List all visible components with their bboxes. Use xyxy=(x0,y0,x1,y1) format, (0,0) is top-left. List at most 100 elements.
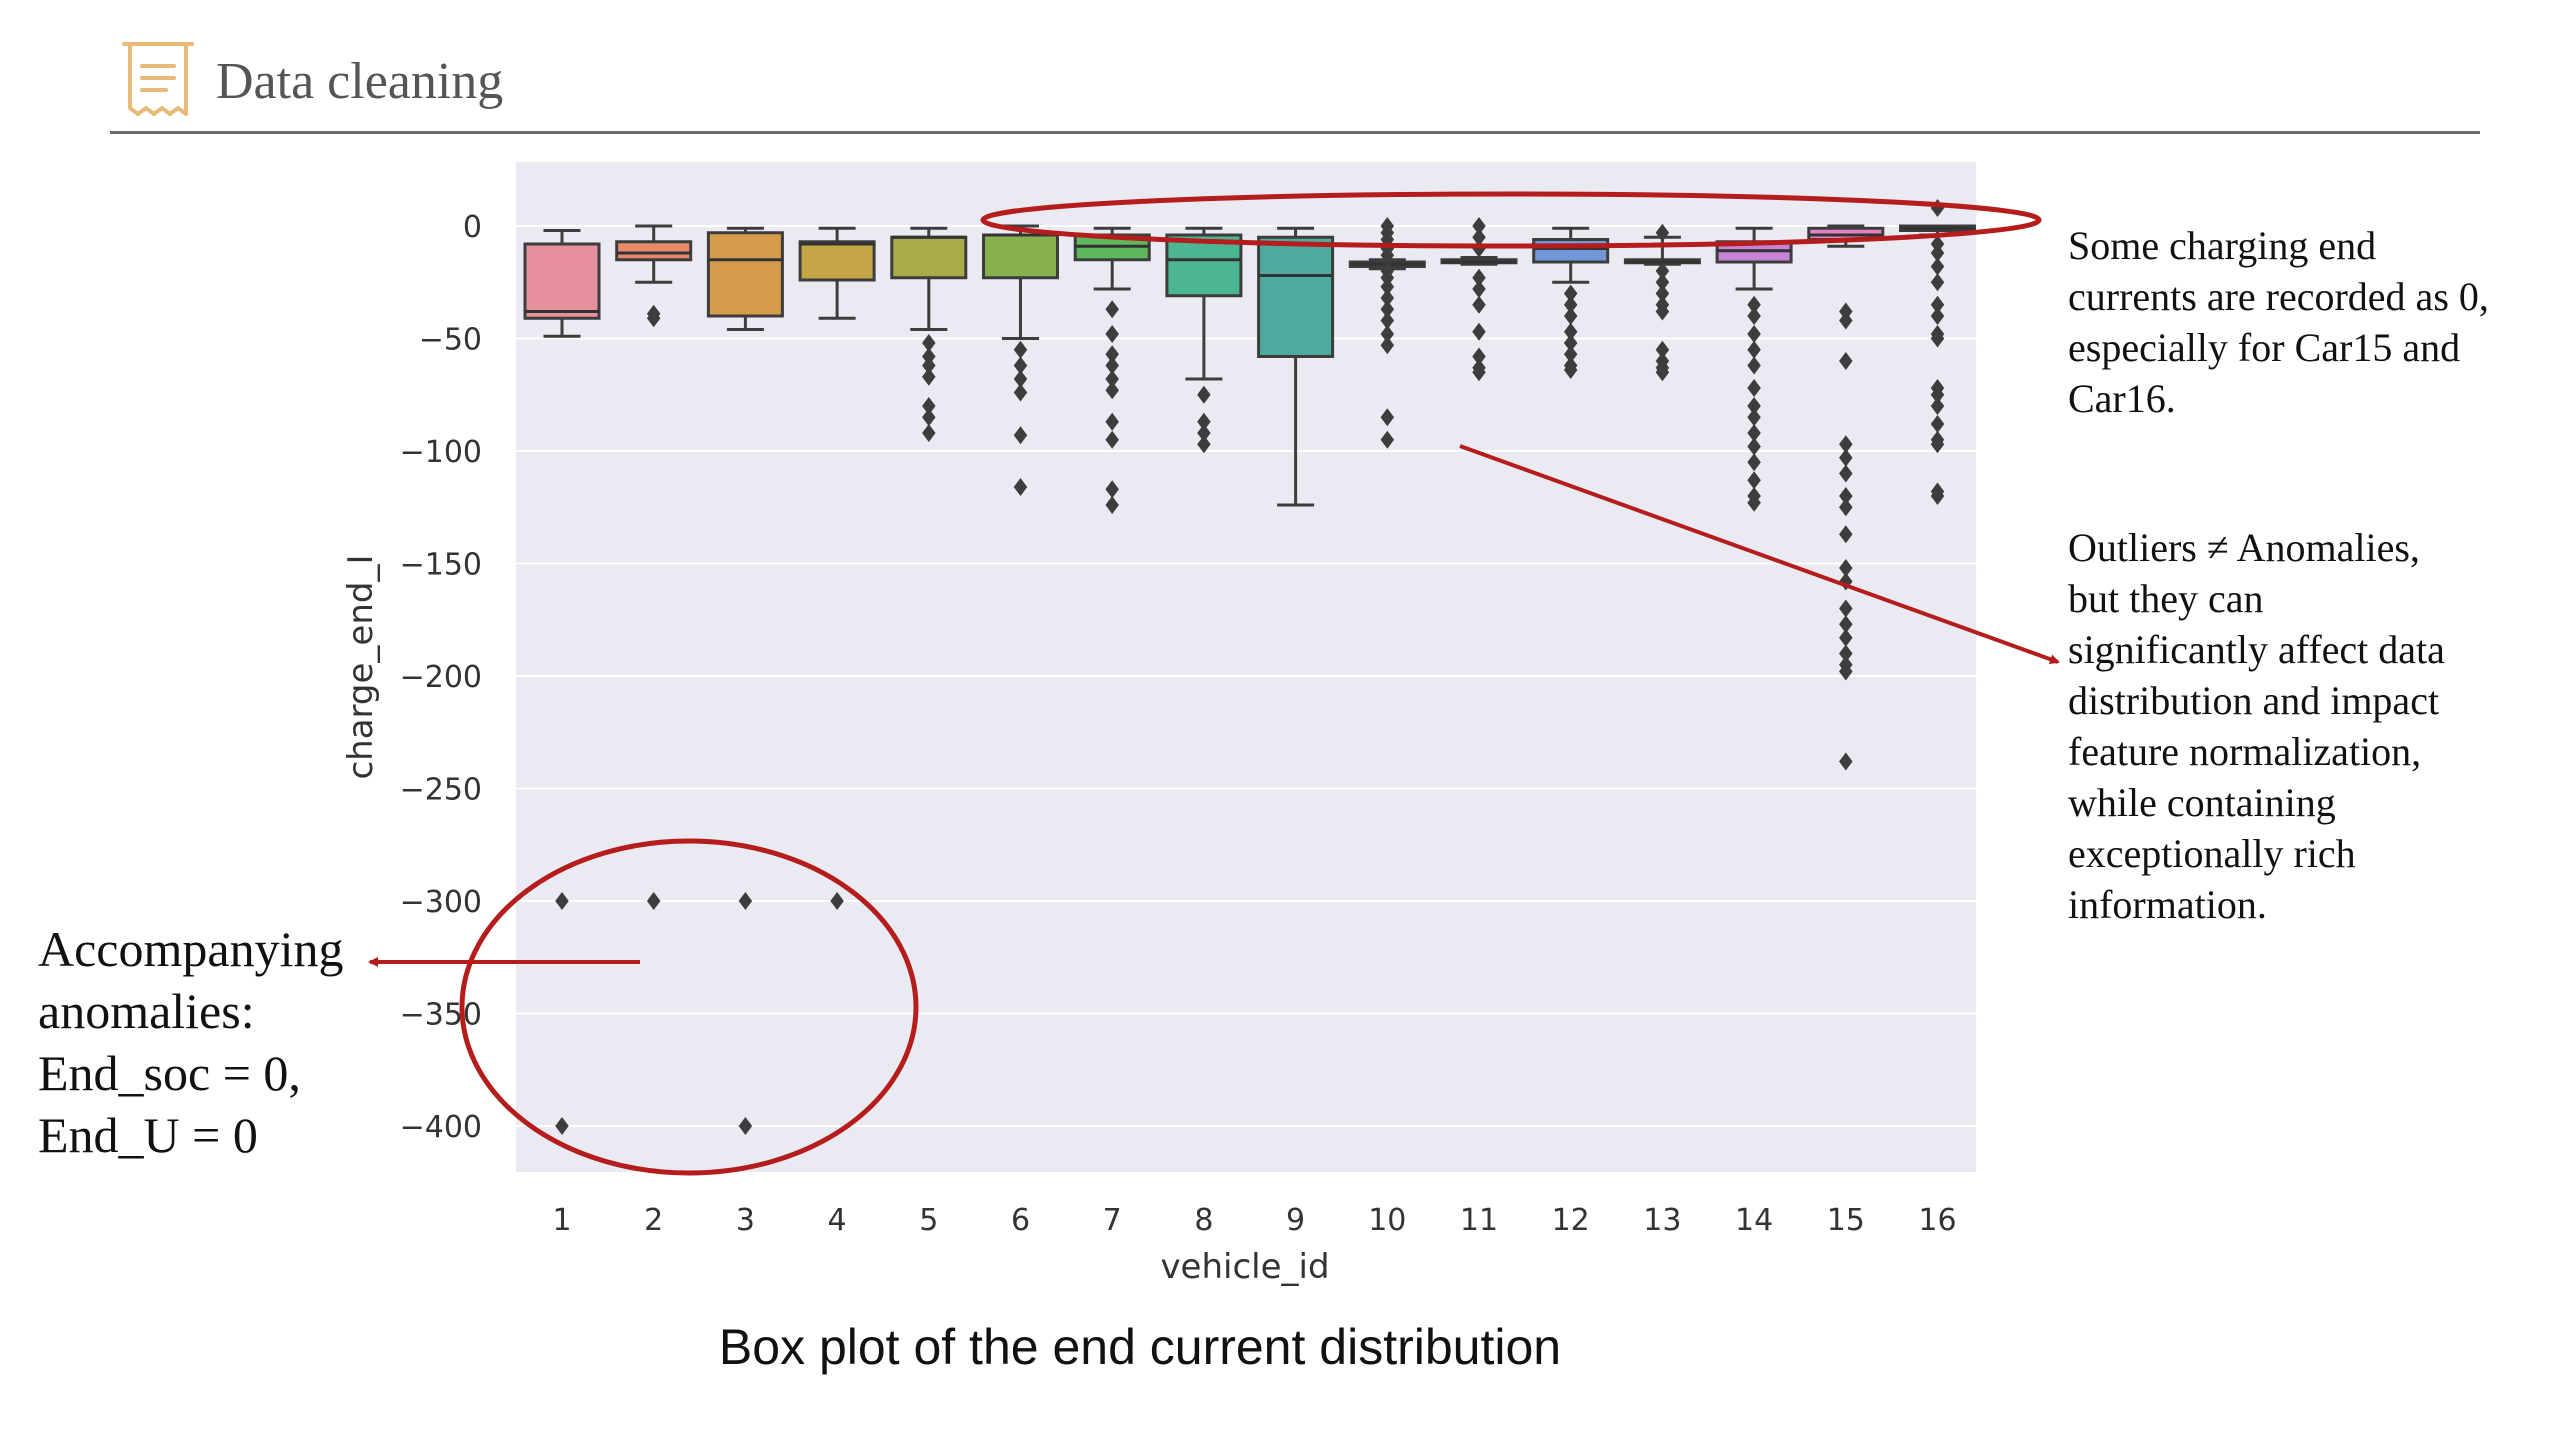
outlier-point xyxy=(1105,370,1119,388)
outlier-point xyxy=(1655,284,1670,303)
outlier-point xyxy=(1105,480,1119,499)
outlier-point xyxy=(922,356,936,375)
outlier-point xyxy=(1747,325,1761,343)
iqr-box xyxy=(615,240,693,262)
outlier-point xyxy=(1839,644,1853,663)
y-axis-label: charge_end_I xyxy=(341,554,381,779)
x-tick-label: 14 xyxy=(1735,1203,1773,1238)
x-tick-label: 11 xyxy=(1460,1203,1498,1238)
x-tick-label: 4 xyxy=(828,1203,847,1238)
box-vehicle-4 xyxy=(798,226,876,910)
outlier-point xyxy=(1563,334,1578,352)
x-tick-label: 9 xyxy=(1286,1203,1305,1238)
y-tick-label: −100 xyxy=(400,435,482,470)
outlier-point xyxy=(1197,435,1211,454)
x-tick-label: 13 xyxy=(1643,1203,1681,1238)
anomaly-note: Accompanying anomalies: End_soc = 0, End… xyxy=(38,921,344,1163)
y-tick-label: −300 xyxy=(400,885,482,920)
outlier-point xyxy=(1930,273,1945,292)
outlier-point xyxy=(1380,300,1395,319)
outlier-point xyxy=(1747,340,1761,359)
x-axis-label: vehicle_id xyxy=(1160,1247,1329,1287)
outlier-point xyxy=(1747,379,1761,397)
outlier-point xyxy=(1380,336,1395,355)
outlier-point xyxy=(1930,257,1945,276)
x-tick-label: 12 xyxy=(1552,1203,1590,1238)
outlier-point xyxy=(1472,322,1486,341)
iqr-box xyxy=(1165,233,1243,298)
outlier-point xyxy=(1563,284,1578,303)
outlier-point xyxy=(1013,340,1028,359)
outlier-point xyxy=(1105,345,1119,364)
slide-title: Data cleaning xyxy=(216,53,504,110)
iqr-box xyxy=(523,242,601,320)
outlier-point xyxy=(1747,307,1761,325)
x-tick-label: 16 xyxy=(1918,1203,1956,1238)
outlier-note: Outliers ≠ Anomalies, but they can signi… xyxy=(2068,525,2445,927)
outlier-point xyxy=(1839,599,1853,618)
outlier-point xyxy=(1105,412,1119,431)
x-tick-label: 6 xyxy=(1011,1203,1030,1238)
outlier-point xyxy=(555,892,569,910)
box-vehicle-1 xyxy=(523,229,601,1135)
y-tick-label: −200 xyxy=(400,660,482,695)
outlier-point xyxy=(1380,408,1395,427)
outlier-point xyxy=(1472,347,1486,366)
title-divider xyxy=(110,131,2480,134)
outlier-point xyxy=(922,408,936,427)
outlier-point xyxy=(1563,295,1578,314)
outlier-point xyxy=(1655,302,1670,321)
iqr-box xyxy=(798,240,876,282)
outlier-point xyxy=(1747,453,1761,472)
box-vehicle-8 xyxy=(1165,226,1243,454)
box-vehicle-13 xyxy=(1623,223,1701,382)
outlier-point xyxy=(922,334,936,352)
outlier-point xyxy=(1655,363,1670,382)
outlier-point xyxy=(1013,370,1028,388)
outlier-point xyxy=(1930,307,1945,325)
outlier-point xyxy=(555,1117,569,1135)
outlier-point xyxy=(1747,471,1761,490)
outlier-point xyxy=(1930,397,1945,415)
outlier-point xyxy=(1472,280,1486,298)
outlier-point xyxy=(1105,430,1119,449)
outlier-point xyxy=(1105,325,1119,343)
box-vehicle-11 xyxy=(1440,217,1518,382)
outlier-point xyxy=(738,1117,753,1135)
zero-current-note: Some charging end currents are recorded … xyxy=(2068,223,2489,421)
outlier-point xyxy=(1472,217,1486,235)
outlier-point xyxy=(1839,559,1853,577)
x-tick-label: 2 xyxy=(644,1203,663,1238)
outlier-point xyxy=(1105,381,1119,400)
outlier-point xyxy=(1747,397,1761,415)
anomaly-highlight xyxy=(459,838,919,1176)
outlier-point xyxy=(1380,289,1395,307)
outlier-point xyxy=(1105,356,1119,375)
box-vehicle-2 xyxy=(615,224,693,910)
box-vehicle-5 xyxy=(890,226,968,442)
outlier-point xyxy=(1380,325,1395,343)
outlier-point xyxy=(1839,662,1853,681)
outlier-point xyxy=(1839,525,1853,544)
outlier-point xyxy=(1839,752,1853,771)
outlier-point xyxy=(1839,498,1853,517)
outlier-point xyxy=(1747,356,1761,375)
y-tick-label: −250 xyxy=(400,773,482,808)
outlier-point xyxy=(1197,412,1211,431)
x-tick-label: 5 xyxy=(919,1203,938,1238)
outlier-point xyxy=(1197,385,1211,404)
outlier-point xyxy=(1747,408,1761,427)
outlier-point xyxy=(1930,244,1945,262)
outlier-point xyxy=(1655,223,1670,242)
chart-caption: Box plot of the end current distribution xyxy=(718,1319,1562,1375)
box-vehicle-14 xyxy=(1715,226,1793,512)
iqr-box xyxy=(982,233,1059,280)
x-tick-label: 15 xyxy=(1827,1203,1865,1238)
outlier-point xyxy=(1930,487,1945,505)
outlier-point xyxy=(1105,300,1119,319)
outlier-point xyxy=(1839,435,1853,454)
outlier-point xyxy=(1747,493,1761,512)
x-tick-label: 1 xyxy=(552,1203,571,1238)
outlier-point xyxy=(1105,496,1119,514)
